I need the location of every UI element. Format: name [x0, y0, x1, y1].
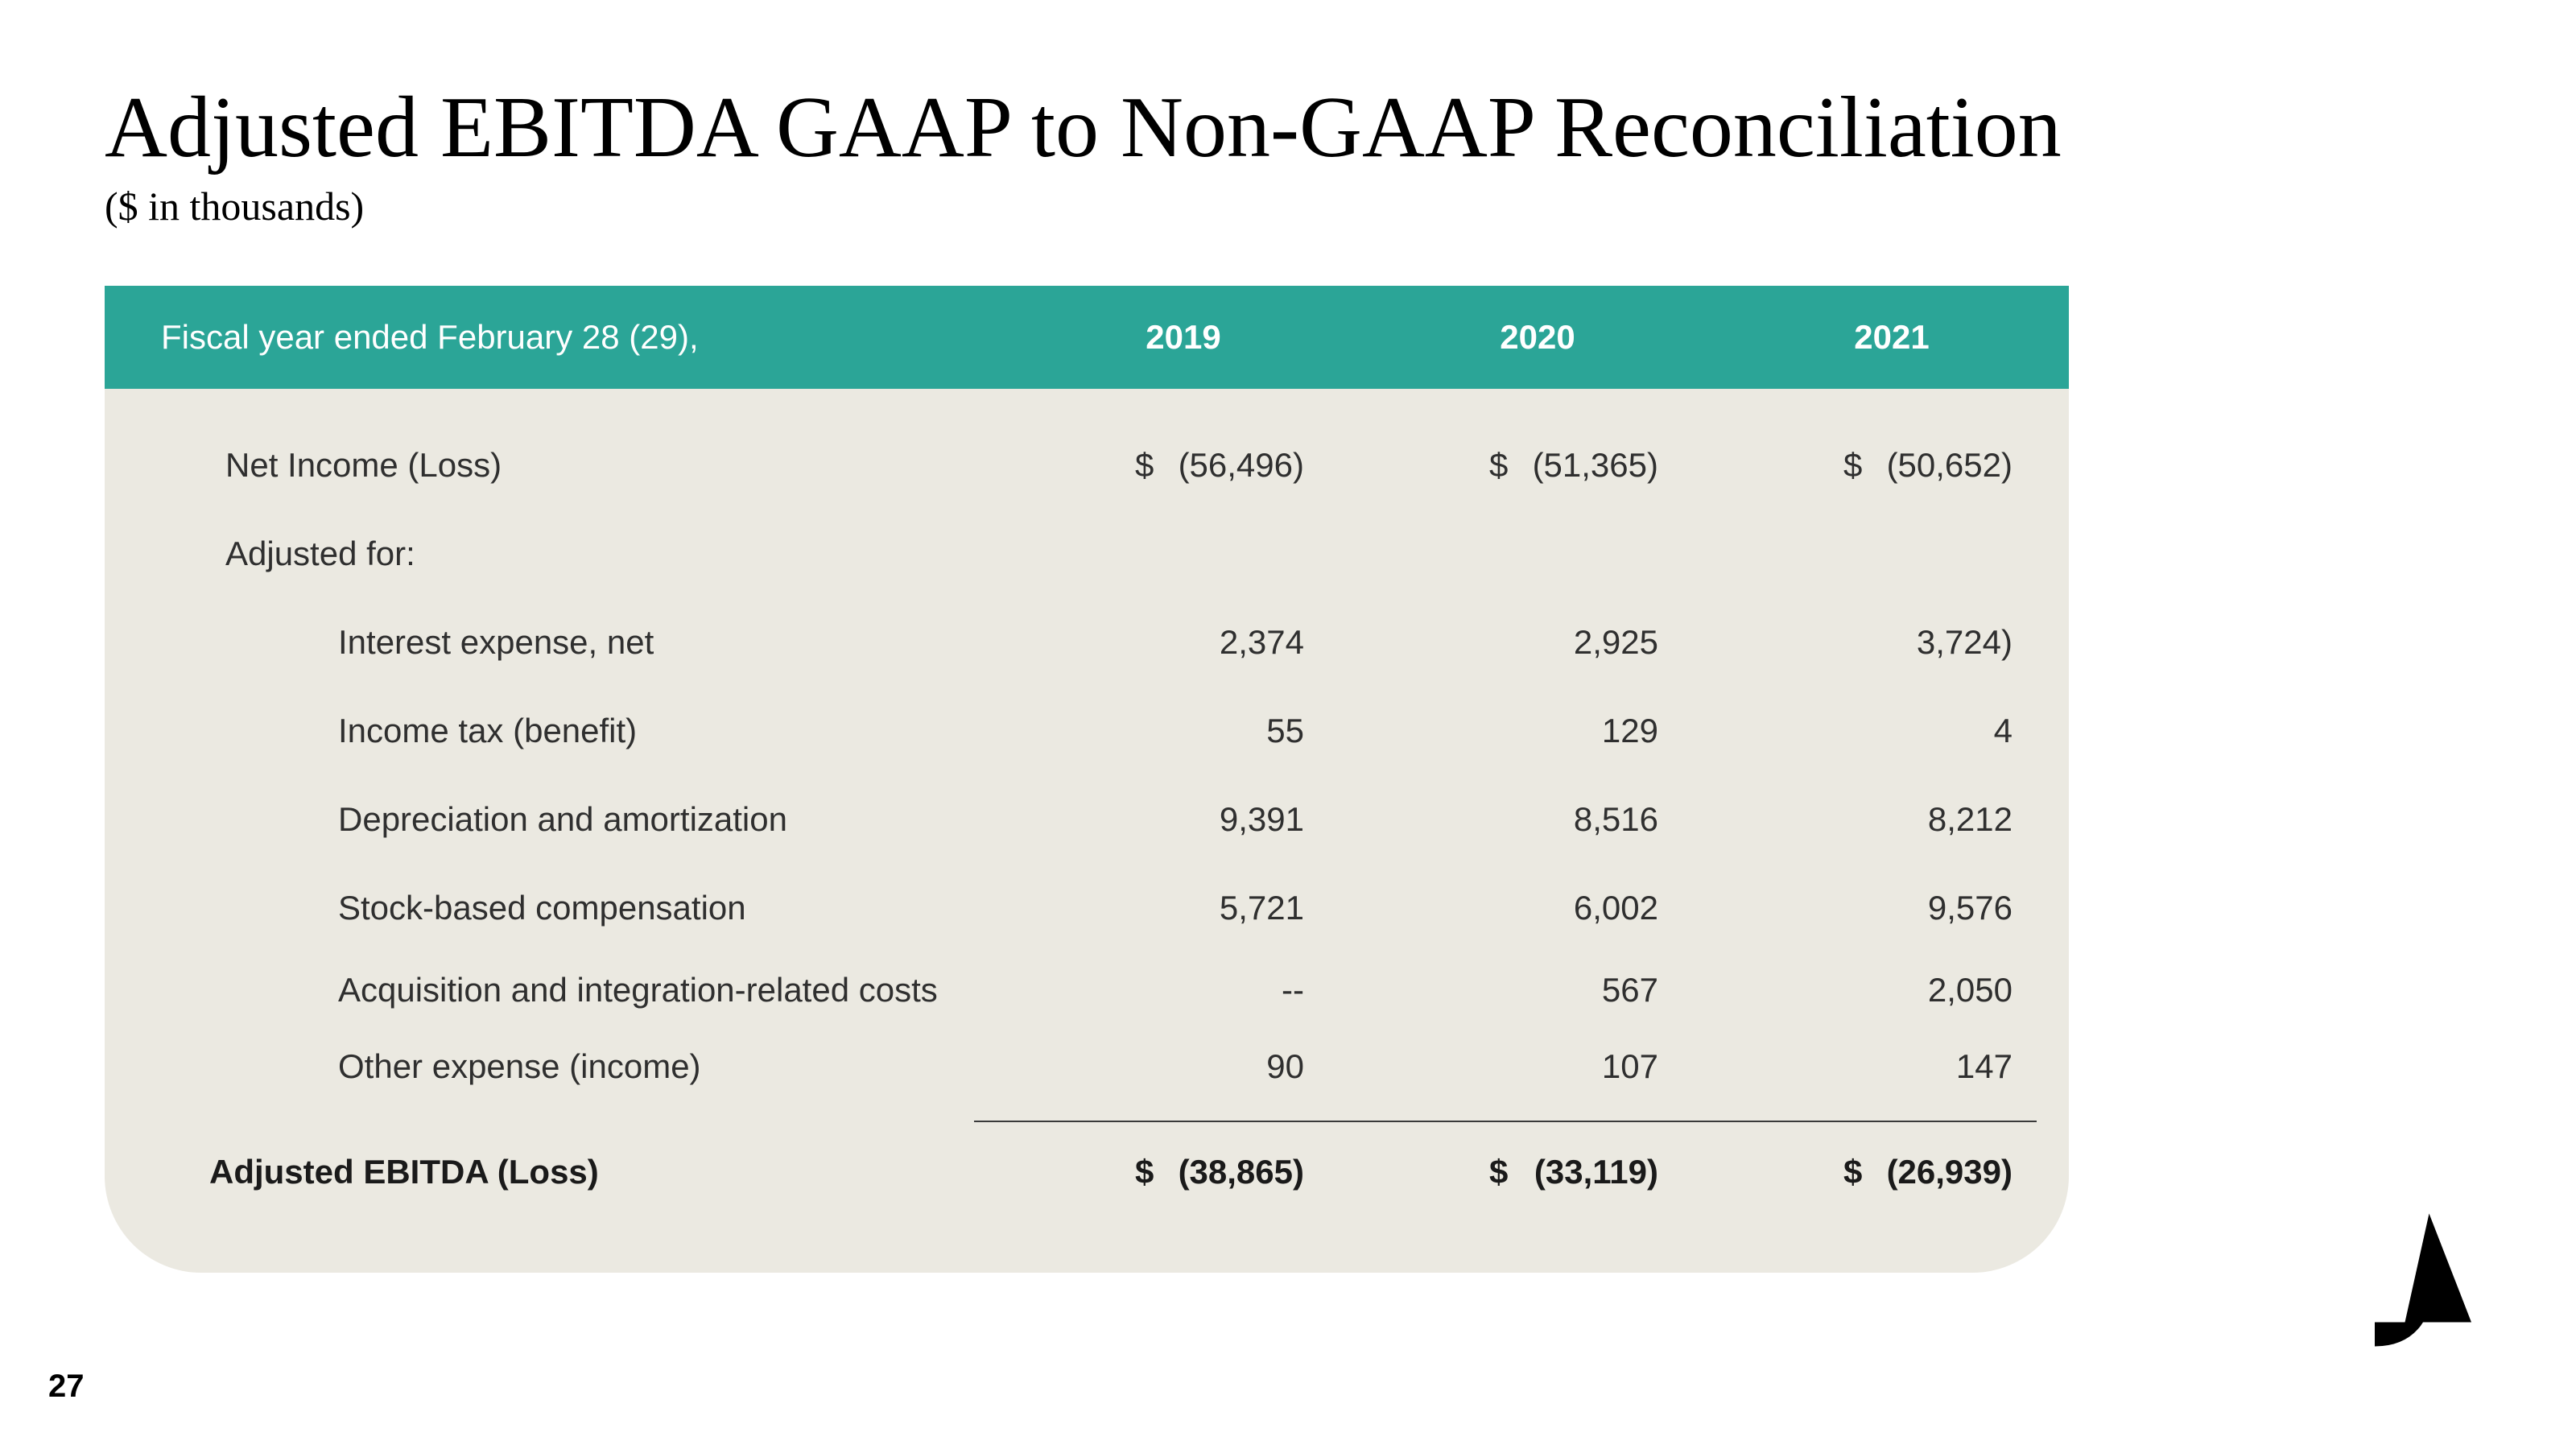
header-year-2019: 2019	[1006, 318, 1360, 357]
cell-value: 9,576	[1928, 889, 2013, 927]
cell-value: 2,374	[1220, 623, 1304, 662]
cell-value: 5,721	[1220, 889, 1304, 927]
row-label: Acquisition and integration-related cost…	[105, 971, 1006, 1009]
dollar-sign: $	[1489, 1153, 1508, 1191]
cell-value: (56,496)	[1179, 446, 1304, 485]
dollar-sign: $	[1135, 446, 1154, 485]
dollar-sign: $	[1489, 446, 1508, 485]
table-row: Income tax (benefit) 55 129 4	[105, 687, 2069, 775]
row-label: Net Income (Loss)	[105, 446, 1006, 485]
reconciliation-table: Fiscal year ended February 28 (29), 2019…	[105, 286, 2069, 1273]
table-row: Other expense (income) 90 107 147	[105, 1029, 2069, 1105]
table-cell: 8,212	[1715, 800, 2069, 839]
table-cell: $ (56,496)	[1006, 446, 1360, 485]
table-row: Net Income (Loss) $ (56,496) $ (51,365) $ (50,…	[105, 421, 2069, 510]
cell-value: (26,939)	[1887, 1153, 2013, 1191]
dollar-sign: $	[1843, 1153, 1862, 1191]
cell-value: 129	[1602, 712, 1658, 750]
cell-value: 9,391	[1220, 800, 1304, 839]
cell-value: 90	[1266, 1047, 1304, 1086]
table-cell: $ (33,119)	[1360, 1153, 1715, 1191]
cell-value: 8,212	[1928, 800, 2013, 839]
table-cell: 9,576	[1715, 889, 2069, 927]
table-cell: 9,391	[1006, 800, 1360, 839]
cell-value: (38,865)	[1179, 1153, 1304, 1191]
slide-title: Adjusted EBITDA GAAP to Non-GAAP Reconci…	[105, 80, 2471, 176]
cell-value: 4	[1994, 712, 2013, 750]
cell-value: 147	[1956, 1047, 2013, 1086]
table-total-row: Adjusted EBITDA (Loss) $ (38,865) $ (33,119)…	[105, 1128, 2069, 1216]
table-cell: 4	[1715, 712, 2069, 750]
cell-value: 6,002	[1574, 889, 1658, 927]
cell-value: 3,724)	[1917, 623, 2013, 662]
cell-value: 2,050	[1928, 971, 2013, 1009]
cell-value: 107	[1602, 1047, 1658, 1086]
table-cell: $ (50,652)	[1715, 446, 2069, 485]
cell-value: (51,365)	[1533, 446, 1658, 485]
table-cell: 5,721	[1006, 889, 1360, 927]
dollar-sign: $	[1843, 446, 1862, 485]
row-label: Income tax (benefit)	[105, 712, 1006, 750]
table-row: Stock-based compensation 5,721 6,002 9,576	[105, 864, 2069, 952]
page-number: 27	[48, 1368, 85, 1405]
header-year-2020: 2020	[1360, 318, 1715, 357]
table-cell: 107	[1360, 1047, 1715, 1086]
table-cell: 6,002	[1360, 889, 1715, 927]
table-cell: 2,374	[1006, 623, 1360, 662]
table-cell: 90	[1006, 1047, 1360, 1086]
table-body: Net Income (Loss) $ (56,496) $ (51,365) $ (50,…	[105, 389, 2069, 1273]
table-cell: --	[1006, 971, 1360, 1009]
dollar-sign: $	[1135, 1153, 1154, 1191]
row-label: Adjusted for:	[105, 535, 1006, 573]
table-cell: 129	[1360, 712, 1715, 750]
table-cell: 567	[1360, 971, 1715, 1009]
table-cell: 8,516	[1360, 800, 1715, 839]
cell-value: --	[1282, 971, 1304, 1009]
table-cell: $ (26,939)	[1715, 1153, 2069, 1191]
header-period-label: Fiscal year ended February 28 (29),	[105, 318, 1006, 357]
table-cell: 2,050	[1715, 971, 2069, 1009]
cell-value: (33,119)	[1534, 1153, 1658, 1191]
cell-value: 567	[1602, 971, 1658, 1009]
company-logo-icon	[2363, 1208, 2483, 1352]
slide-subtitle: ($ in thousands)	[105, 183, 2471, 229]
total-separator	[105, 1120, 2069, 1123]
header-year-2021: 2021	[1715, 318, 2069, 357]
cell-value: 8,516	[1574, 800, 1658, 839]
row-label: Depreciation and amortization	[105, 800, 1006, 839]
table-header-row: Fiscal year ended February 28 (29), 2019…	[105, 286, 2069, 389]
cell-value: 2,925	[1574, 623, 1658, 662]
row-label: Interest expense, net	[105, 623, 1006, 662]
table-row: Adjusted for:	[105, 510, 2069, 598]
table-cell: 55	[1006, 712, 1360, 750]
table-row: Depreciation and amortization 9,391 8,516 8…	[105, 775, 2069, 864]
table-cell: 3,724)	[1715, 623, 2069, 662]
total-label: Adjusted EBITDA (Loss)	[105, 1153, 1006, 1191]
cell-value: (50,652)	[1887, 446, 2013, 485]
row-label: Stock-based compensation	[105, 889, 1006, 927]
table-cell: $ (38,865)	[1006, 1153, 1360, 1191]
cell-value: 55	[1266, 712, 1304, 750]
row-label: Other expense (income)	[105, 1047, 1006, 1086]
table-row: Acquisition and integration-related cost…	[105, 952, 2069, 1029]
table-cell: 147	[1715, 1047, 2069, 1086]
table-cell: $ (51,365)	[1360, 446, 1715, 485]
table-row: Interest expense, net 2,374 2,925 3,724)	[105, 598, 2069, 687]
table-cell: 2,925	[1360, 623, 1715, 662]
